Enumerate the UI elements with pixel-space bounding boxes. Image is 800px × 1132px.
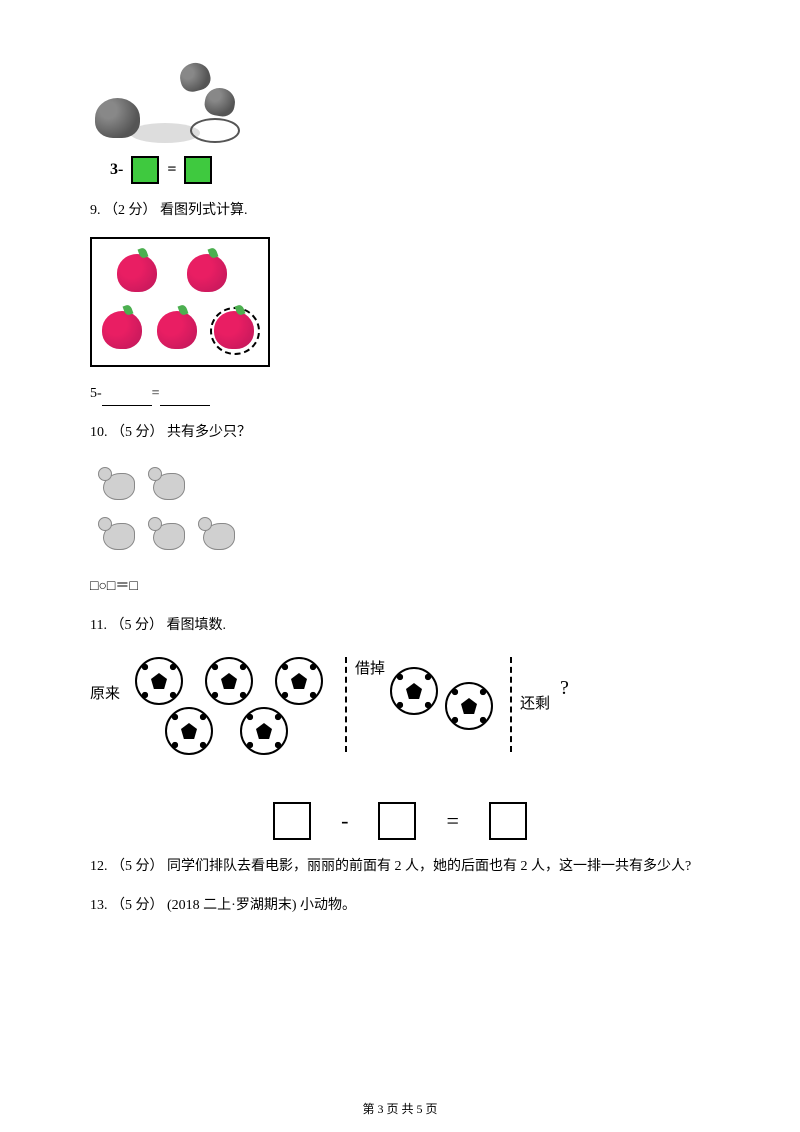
- q11-equation: - =: [90, 802, 710, 840]
- answer-box[interactable]: [273, 802, 311, 840]
- q11-points: （5 分）: [110, 618, 163, 633]
- q9-text: 看图列式计算.: [160, 203, 248, 218]
- q9-prefix: 5-: [90, 386, 102, 401]
- q9-number: 9.: [90, 203, 101, 218]
- equals-sign: =: [446, 808, 458, 834]
- question-9: 9. （2 分） 看图列式计算.: [90, 198, 710, 223]
- green-answer-box[interactable]: [131, 156, 159, 184]
- page-footer: 第 3 页 共 5 页: [0, 1100, 800, 1117]
- q10-points: （5 分）: [111, 425, 164, 440]
- q9-equation: 5- =: [90, 381, 710, 406]
- q12-number: 12.: [90, 859, 108, 874]
- q12-points: （5 分）: [111, 859, 164, 874]
- answer-blank[interactable]: [102, 390, 152, 406]
- label-lend: 借掉: [355, 657, 385, 678]
- q13-points: （5 分）: [111, 898, 164, 913]
- frog-image: [90, 48, 710, 148]
- q8-equation: 3- =: [110, 156, 710, 184]
- q8-prefix: 3-: [110, 161, 123, 179]
- q12-text: 同学们排队去看电影，丽丽的前面有 2 人，她的后面也有 2 人，这一排一共有多少…: [167, 859, 691, 874]
- label-original: 原来: [90, 682, 120, 703]
- q11-number: 11.: [90, 618, 107, 633]
- q10-text: 共有多少只？: [167, 425, 251, 440]
- minus-sign: -: [341, 808, 348, 834]
- answer-box[interactable]: [489, 802, 527, 840]
- q9-points: （2 分）: [104, 203, 157, 218]
- q10-eq-text: □○□＝□: [90, 579, 138, 594]
- q10-equation: □○□＝□: [90, 574, 710, 599]
- soccer-image: 原来 借掉 还剩 ?: [90, 652, 710, 792]
- equals-sign: =: [167, 161, 176, 179]
- question-10: 10. （5 分） 共有多少只？: [90, 420, 710, 445]
- mouse-image: [90, 460, 710, 560]
- q13-number: 13.: [90, 898, 108, 913]
- q9-equals: =: [152, 386, 160, 401]
- answer-blank[interactable]: [160, 390, 210, 406]
- q10-number: 10.: [90, 425, 108, 440]
- question-12: 12. （5 分） 同学们排队去看电影，丽丽的前面有 2 人，她的后面也有 2 …: [90, 854, 710, 879]
- question-11: 11. （5 分） 看图填数.: [90, 613, 710, 638]
- q13-source: (2018 二上·罗湖期末): [167, 898, 297, 913]
- question-mark: ?: [560, 677, 569, 700]
- apple-image: [90, 237, 710, 367]
- label-remain: 还剩: [520, 692, 550, 713]
- answer-box[interactable]: [378, 802, 416, 840]
- green-answer-box[interactable]: [184, 156, 212, 184]
- q13-text: 小动物。: [300, 898, 356, 913]
- question-13: 13. （5 分） (2018 二上·罗湖期末) 小动物。: [90, 893, 710, 918]
- footer-text: 第 3 页 共 5 页: [362, 1102, 437, 1116]
- q11-text: 看图填数.: [166, 618, 226, 633]
